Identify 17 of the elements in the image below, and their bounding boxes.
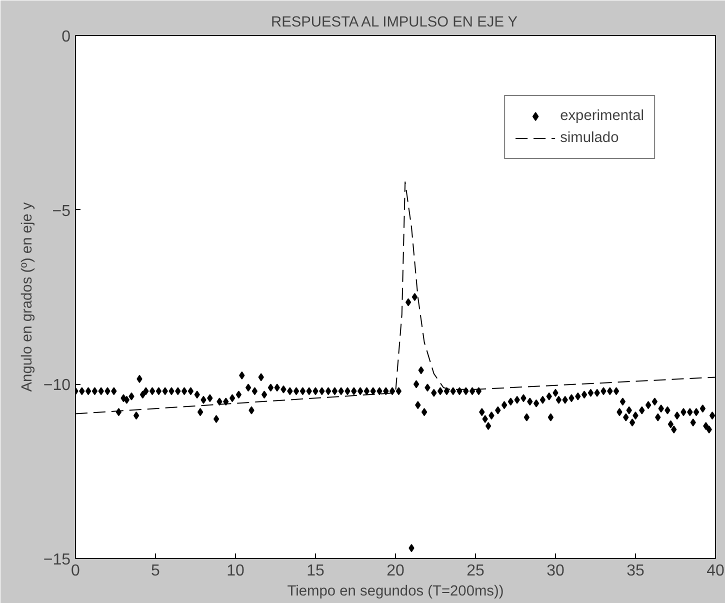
x-tick-label: 35: [626, 562, 644, 580]
x-tick-label: 5: [151, 562, 160, 580]
x-axis-title: Tiempo en segundos (T=200ms)): [287, 584, 504, 600]
y-tick-label: 0: [62, 28, 71, 46]
y-tick-label: −10: [43, 377, 71, 394]
legend-label: simulado: [560, 130, 619, 146]
y-tick-label: −5: [52, 202, 71, 220]
x-tick-label: 10: [226, 562, 244, 580]
x-tick-label: 15: [306, 562, 324, 580]
y-axis-title: Angulo en grados (º) en eje y: [19, 202, 36, 392]
chart-title: RESPUESTA AL IMPULSO EN EJE Y: [271, 14, 518, 30]
x-tick-label: 20: [386, 562, 404, 580]
y-tick-label: −15: [43, 552, 71, 568]
legend-label: experimental: [560, 108, 644, 124]
x-tick-label: 25: [466, 562, 484, 580]
x-tick-label: 40: [706, 562, 724, 580]
x-tick-label: 30: [546, 562, 564, 580]
